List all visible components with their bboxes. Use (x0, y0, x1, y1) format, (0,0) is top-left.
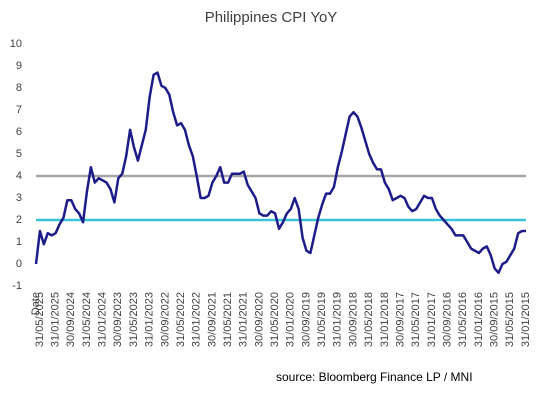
y-tick-label: 7 (16, 104, 22, 116)
x-tick-label: 31/01/2023 (144, 292, 156, 347)
x-tick-label: 31/05/2016 (457, 292, 469, 347)
x-tick-label: 31/05/2019 (316, 292, 328, 347)
y-tick-label: 3 (16, 192, 22, 204)
x-tick-label: 30/09/2019 (300, 292, 312, 347)
x-tick-label: 30/09/2023 (112, 292, 124, 347)
chart-title: Philippines CPI YoY (205, 9, 338, 26)
x-tick-label: 31/05/2017 (410, 292, 422, 347)
x-tick-label: 30/09/2024 (65, 292, 77, 347)
x-tick-label: 31/01/2017 (426, 292, 438, 347)
x-tick-label: 31/01/2022 (191, 292, 203, 347)
x-tick-label: 31/01/2020 (285, 292, 297, 347)
x-tick-label: Date (30, 292, 42, 315)
x-tick-label: 31/05/2015 (504, 292, 516, 347)
y-tick-label: 10 (10, 38, 22, 50)
x-tick-label: 31/01/2016 (473, 292, 485, 347)
x-tick-label: 31/05/2021 (222, 292, 234, 347)
y-tick-label: 9 (16, 60, 22, 72)
y-tick-label: 4 (16, 170, 22, 182)
x-tick-label: 30/09/2017 (394, 292, 406, 347)
x-tick-label: 30/09/2021 (206, 292, 218, 347)
x-tick-label: 30/09/2020 (253, 292, 265, 347)
y-tick-label: -1 (12, 280, 22, 292)
x-tick-label: 31/01/2015 (520, 292, 532, 347)
data-line (34, 71, 526, 275)
x-tick-label: 30/09/2016 (442, 292, 454, 347)
x-tick-label: 30/09/2022 (159, 292, 171, 347)
x-tick-label: 31/01/2024 (97, 292, 109, 347)
x-tick-label: 31/01/2019 (332, 292, 344, 347)
x-tick-label: 30/09/2015 (489, 292, 501, 347)
source-note: source: Bloomberg Finance LP / MNI (276, 370, 473, 384)
x-tick-label: 31/01/2025 (50, 292, 62, 347)
x-tick-label: 31/05/2020 (269, 292, 281, 347)
y-tick-label: 5 (16, 148, 22, 160)
x-tick-label: 31/01/2018 (379, 292, 391, 347)
x-tick-label: 31/05/2023 (128, 292, 140, 347)
y-tick-label: 8 (16, 82, 22, 94)
y-tick-label: 6 (16, 126, 22, 138)
x-tick-label: 31/05/2025 (34, 292, 46, 347)
x-tick-label: 31/05/2018 (363, 292, 375, 347)
y-tick-label: 2 (16, 214, 22, 226)
y-tick-label: 1 (16, 236, 22, 248)
x-tick-label: 31/05/2022 (175, 292, 187, 347)
x-tick-label: 31/05/2024 (81, 292, 93, 347)
y-tick-label: 0 (16, 258, 22, 270)
x-tick-label: 31/01/2021 (238, 292, 250, 347)
x-tick-label: 30/09/2018 (347, 292, 359, 347)
